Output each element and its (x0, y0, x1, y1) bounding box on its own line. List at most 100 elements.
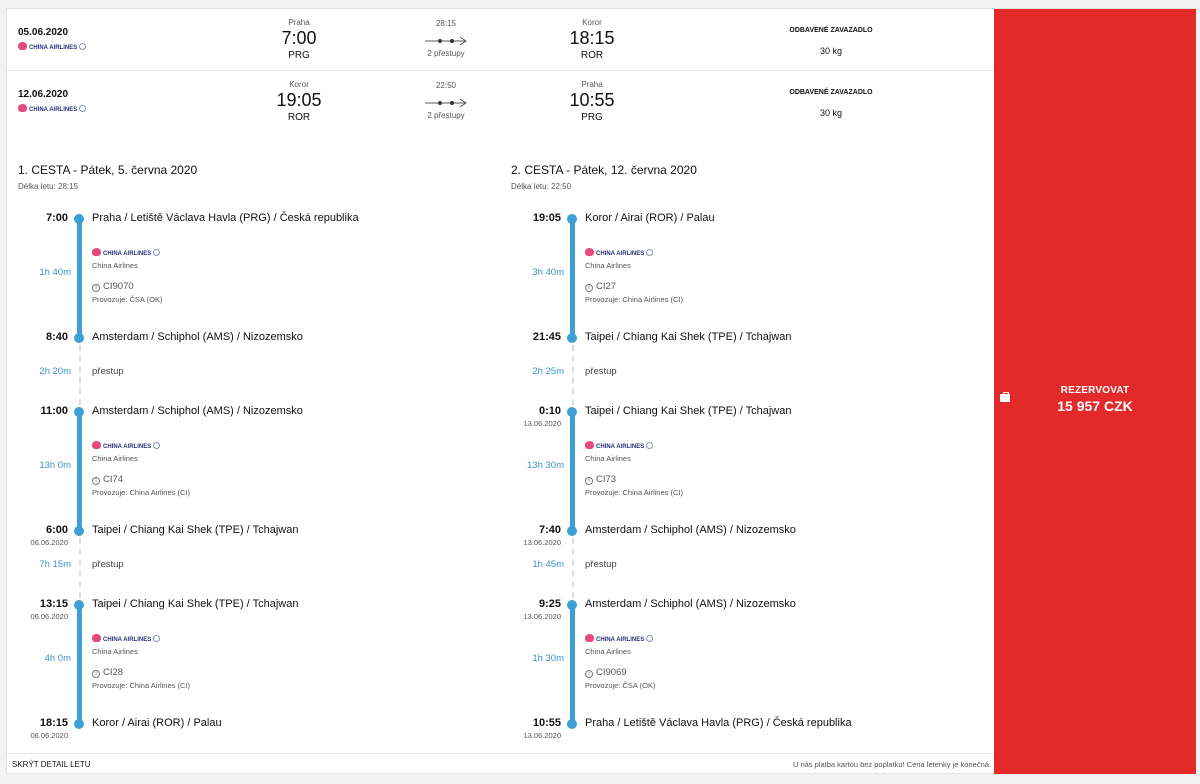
arrival-city: Praha (581, 80, 603, 89)
itinerary-summary-row[interactable]: 12.06.2020 CHINA AIRLINES Koror 19:05 ROR 22:… (7, 70, 995, 131)
info-icon[interactable]: i (585, 670, 593, 678)
info-icon[interactable]: i (92, 477, 100, 485)
skyteam-icon (153, 442, 161, 449)
transfer-line (79, 538, 81, 598)
operated-by: Provozuje: China Airlines (CI) (585, 488, 683, 497)
arrival-place: Koror / Airai (ROR) / Palau (92, 717, 222, 729)
trip-flight-duration: Délka letu: 22:50 (511, 182, 572, 191)
total-duration: 28:15 (435, 19, 457, 28)
airline-logo-text: CHINA AIRLINES (29, 107, 78, 113)
arrival-time: 21:45 (532, 331, 561, 343)
airline-logo: CHINA AIRLINES (585, 634, 655, 644)
flight-number: i CI9069 (585, 667, 627, 678)
flight-number-text: CI27 (596, 281, 617, 292)
departure-time: 19:05 (276, 90, 322, 110)
book-button[interactable]: REZERVOVAT 15 957 CZK (994, 9, 1196, 774)
arrival-place: Praha / Letiště Václava Havla (PRG) / Če… (585, 717, 852, 729)
info-icon[interactable]: i (585, 477, 593, 485)
arrival-time: 6:00 (45, 524, 68, 536)
airline-logo-text: CHINA AIRLINES (596, 637, 645, 643)
timeline-segment (77, 219, 82, 338)
hide-detail-link[interactable]: SKRÝT DETAIL LETU (12, 760, 91, 769)
airline-logo-text: CHINA AIRLINES (596, 251, 645, 257)
departure-time: 7:00 (45, 212, 68, 224)
transfer-duration: 2h 20m (39, 366, 71, 377)
airline-logo-text: CHINA AIRLINES (29, 45, 78, 51)
airline-logo-icon (18, 104, 27, 112)
briefcase-icon (1000, 392, 1010, 402)
leg-duration: 3h 40m (532, 267, 564, 278)
skyteam-icon (646, 249, 654, 256)
arrival-time: 7:40 (538, 524, 561, 536)
book-price: 15 957 CZK (1057, 398, 1133, 414)
departure-place: Taipei / Chiang Kai Shek (TPE) / Tchajwa… (92, 598, 299, 610)
info-icon[interactable]: i (92, 670, 100, 678)
skyteam-icon (79, 43, 87, 50)
airline-logo-text: CHINA AIRLINES (103, 251, 152, 257)
departure-time: 0:10 (538, 405, 561, 417)
arrival-place: Amsterdam / Schiphol (AMS) / Nizozemsko (92, 331, 303, 343)
departure-date: 06.06.2020 (30, 612, 68, 621)
arrival-time: 10:55 (569, 90, 615, 110)
timeline-dot (74, 214, 84, 224)
transfer-line (79, 345, 81, 405)
timeline-dot (567, 526, 577, 536)
departure-place: Praha / Letiště Václava Havla (PRG) / Če… (92, 212, 359, 224)
airline-logo-icon (585, 248, 594, 256)
leg-duration: 1h 40m (39, 267, 71, 278)
skyteam-icon (153, 249, 161, 256)
departure-code: PRG (288, 50, 310, 61)
airline-logo-icon (92, 634, 101, 642)
airline-logo: CHINA AIRLINES (92, 441, 162, 451)
airline-logo-icon (585, 634, 594, 642)
skyteam-icon (153, 635, 161, 642)
transfer-label: přestup (92, 366, 124, 377)
arrival-date: 13.06.2020 (523, 731, 561, 740)
info-icon[interactable]: i (92, 284, 100, 292)
arrival-code: PRG (581, 112, 603, 123)
timeline-segment (570, 605, 575, 724)
baggage-value: 30 kg (819, 108, 843, 118)
stops-count: 2 přestupy (427, 49, 465, 58)
operated-by: Provozuje: China Airlines (CI) (585, 295, 683, 304)
departure-code: ROR (287, 112, 311, 123)
arrival-place: Amsterdam / Schiphol (AMS) / Nizozemsko (585, 524, 796, 536)
leg-duration: 13h 0m (39, 460, 71, 471)
airline-name: China Airlines (92, 454, 138, 463)
timeline-dot (567, 719, 577, 729)
transfer-label: přestup (585, 366, 617, 377)
flight-number-text: CI9070 (103, 281, 134, 292)
trip-title: 1. CESTA - Pátek, 5. června 2020 (18, 163, 198, 177)
departure-place: Taipei / Chiang Kai Shek (TPE) / Tchajwa… (585, 405, 792, 417)
skyteam-icon (646, 442, 654, 449)
flight-number-text: CI73 (596, 474, 617, 485)
arrival-time: 10:55 (532, 717, 561, 729)
timeline-segment (570, 412, 575, 531)
arrival-place: Taipei / Chiang Kai Shek (TPE) / Tchajwa… (92, 524, 299, 536)
timeline-segment (77, 605, 82, 724)
flight-number: i CI74 (92, 474, 123, 485)
departure-date: 13.06.2020 (523, 419, 561, 428)
payment-note: U nás platba kartou bez poplatku! Cena l… (792, 760, 991, 769)
flight-number: i CI27 (585, 281, 616, 292)
operated-by: Provozuje: ČSA (OK) (585, 681, 656, 690)
airline-logo: CHINA AIRLINES (585, 441, 655, 451)
baggage-title: ODBAVENÉ ZAVAZADLO (789, 27, 873, 34)
departure-time: 13:15 (39, 598, 68, 610)
trip-flight-duration: Délka letu: 28:15 (18, 182, 79, 191)
departure-time: 11:00 (40, 405, 68, 417)
transfer-line (572, 345, 574, 405)
card-footer: SKRÝT DETAIL LETU U nás platba kartou be… (7, 753, 995, 774)
arrival-time: 8:40 (45, 331, 68, 343)
timeline-segment (570, 219, 575, 338)
arrival-time: 18:15 (569, 28, 615, 48)
total-duration: 22:50 (435, 81, 457, 90)
departure-place: Koror / Airai (ROR) / Palau (585, 212, 715, 224)
departure-time: 19:05 (532, 212, 561, 224)
airline-name: China Airlines (585, 454, 631, 463)
departure-place: Amsterdam / Schiphol (AMS) / Nizozemsko (585, 598, 796, 610)
leg-duration: 4h 0m (44, 653, 71, 664)
itinerary-summary-row[interactable]: 05.06.2020 CHINA AIRLINES Praha 7:00 PRG 28:1… (7, 9, 995, 70)
trip-detail-1: 1. CESTA - Pátek, 5. června 2020 Délka le… (18, 9, 498, 740)
info-icon[interactable]: i (585, 284, 593, 292)
